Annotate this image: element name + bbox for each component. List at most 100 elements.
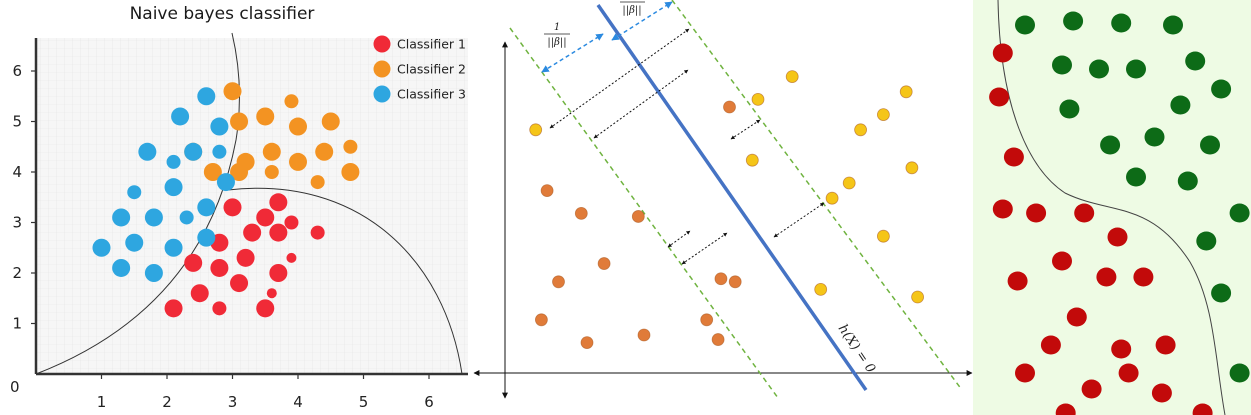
svm-point-series-2 (785, 70, 799, 83)
nb-point-series-3 (127, 185, 142, 200)
nb-x-ticks: 1 2 3 4 5 6 (97, 374, 434, 411)
nb-y-tick-label: 4 (12, 163, 22, 181)
svm-point-series-1 (552, 275, 565, 289)
nb-point-series-1 (223, 198, 242, 217)
nonlinear-point-series-2 (1007, 271, 1028, 291)
nonlinear-point-series-2 (992, 199, 1013, 219)
svm-panel: h(X) = 0 1 ||β|| ||β|| (473, 0, 973, 399)
nb-y-ticks: 1 2 3 4 5 6 (12, 62, 36, 333)
svm-point-series-2 (814, 282, 828, 296)
nonlinear-point-series-2 (1107, 227, 1128, 247)
svm-point-series-2 (911, 290, 924, 304)
nonlinear-point-series-1 (1163, 15, 1183, 35)
nonlinear-point-series-2 (1081, 379, 1102, 399)
svm-margin-top-label: ||β|| (622, 5, 641, 16)
svm-point-series-1 (597, 257, 611, 270)
svm-point-series-1 (631, 210, 645, 223)
nb-legend: Classifier 1 Classifier 2 Classifier 3 (373, 35, 466, 103)
nb-point-series-2 (262, 142, 281, 161)
svm-point-series-2 (877, 229, 890, 243)
nb-x-tick-label: 3 (228, 393, 238, 411)
nb-point-series-1 (256, 208, 275, 227)
nonlinear-point-series-2 (1052, 251, 1072, 271)
nb-x-tick-label: 1 (97, 393, 107, 411)
svm-margin-numerator: 1 (554, 22, 560, 33)
nonlinear-point-series-1 (1229, 203, 1250, 223)
svm-point-series-1 (637, 328, 651, 342)
nb-x-tick-label: 4 (293, 393, 303, 411)
nb-y-tick-label: 6 (12, 62, 22, 80)
nb-point-series-1 (269, 264, 288, 282)
nb-legend-swatch (373, 35, 391, 53)
nb-point-series-3 (138, 142, 157, 161)
nb-point-series-1 (286, 252, 297, 263)
nonlinear-point-series-1 (1111, 13, 1132, 33)
nb-point-series-2 (321, 112, 340, 131)
svm-point-series-2 (745, 153, 759, 167)
nb-point-series-3 (164, 178, 183, 197)
nb-point-series-3 (92, 238, 111, 257)
nonlinear-point-series-2 (1192, 403, 1213, 415)
nb-point-series-2 (223, 82, 242, 101)
svm-point-series-1 (728, 275, 742, 289)
svm-point-series-1 (723, 100, 736, 114)
nonlinear-point-series-2 (1055, 403, 1076, 415)
nonlinear-point-series-1 (1211, 283, 1232, 303)
svm-margin-line-left (509, 27, 779, 399)
nb-legend-swatch (373, 85, 391, 103)
nb-point-series-3 (197, 87, 216, 106)
nb-point-series-3 (212, 144, 227, 159)
nb-point-series-2 (289, 117, 307, 136)
nonlinear-point-series-2 (1111, 339, 1132, 359)
nb-point-series-2 (341, 163, 360, 181)
nb-point-series-2 (284, 94, 299, 109)
svm-point-series-1 (700, 313, 714, 327)
nb-point-series-1 (269, 223, 288, 242)
nb-origin-label: 0 (10, 378, 20, 396)
nb-point-series-3 (112, 208, 131, 227)
nonlinear-point-series-2 (1155, 335, 1176, 355)
svm-point-series-2 (751, 93, 765, 106)
nb-point-series-1 (230, 274, 249, 293)
nb-point-series-1 (190, 284, 209, 303)
nonlinear-boundary-curve (997, 0, 1226, 415)
nonlinear-point-series-2 (1003, 147, 1024, 167)
nonlinear-point-series-2 (1151, 383, 1172, 403)
nonlinear-point-series-1 (1089, 59, 1109, 79)
nonlinear-point-series-2 (1096, 267, 1117, 287)
nonlinear-point-series-1 (1200, 135, 1220, 155)
nb-point-series-1 (256, 299, 275, 318)
nb-title: Naive bayes classifier (130, 4, 315, 24)
svm-point-series-1 (714, 272, 728, 286)
nb-grid-background (36, 38, 468, 374)
nb-point-series-1 (266, 288, 277, 299)
svm-hyperplane-label: h(X) = 0 (835, 322, 878, 376)
nonlinear-point-series-1 (1144, 127, 1165, 147)
nb-point-series-1 (269, 193, 288, 212)
nb-x-tick-label: 6 (424, 393, 434, 411)
nb-point-series-2 (256, 107, 275, 126)
nb-point-series-3 (164, 238, 183, 257)
nb-point-series-1 (310, 225, 325, 240)
nb-point-series-2 (310, 175, 325, 190)
nonlinear-point-series-1 (1196, 231, 1217, 251)
nonlinear-point-series-1 (1229, 363, 1250, 383)
nonlinear-point-series-1 (1063, 11, 1084, 31)
nb-point-series-2 (236, 152, 255, 171)
nonlinear-point-series-1 (1170, 95, 1191, 115)
nb-point-series-1 (210, 258, 229, 277)
svm-point-series-2 (854, 123, 867, 137)
nb-point-series-3 (197, 228, 216, 247)
nonlinear-point-series-2 (1040, 335, 1061, 355)
nb-point-series-3 (179, 210, 194, 225)
nb-x-tick-label: 2 (162, 393, 172, 411)
svm-point-series-1 (711, 333, 725, 346)
svm-point-series-1 (574, 206, 588, 220)
nb-point-series-3 (171, 107, 190, 126)
nb-point-series-1 (236, 248, 255, 267)
nb-point-series-1 (243, 223, 262, 242)
nonlinear-point-series-2 (1015, 363, 1035, 383)
nb-x-tick-label: 5 (359, 393, 369, 411)
nb-point-series-3 (216, 173, 235, 192)
